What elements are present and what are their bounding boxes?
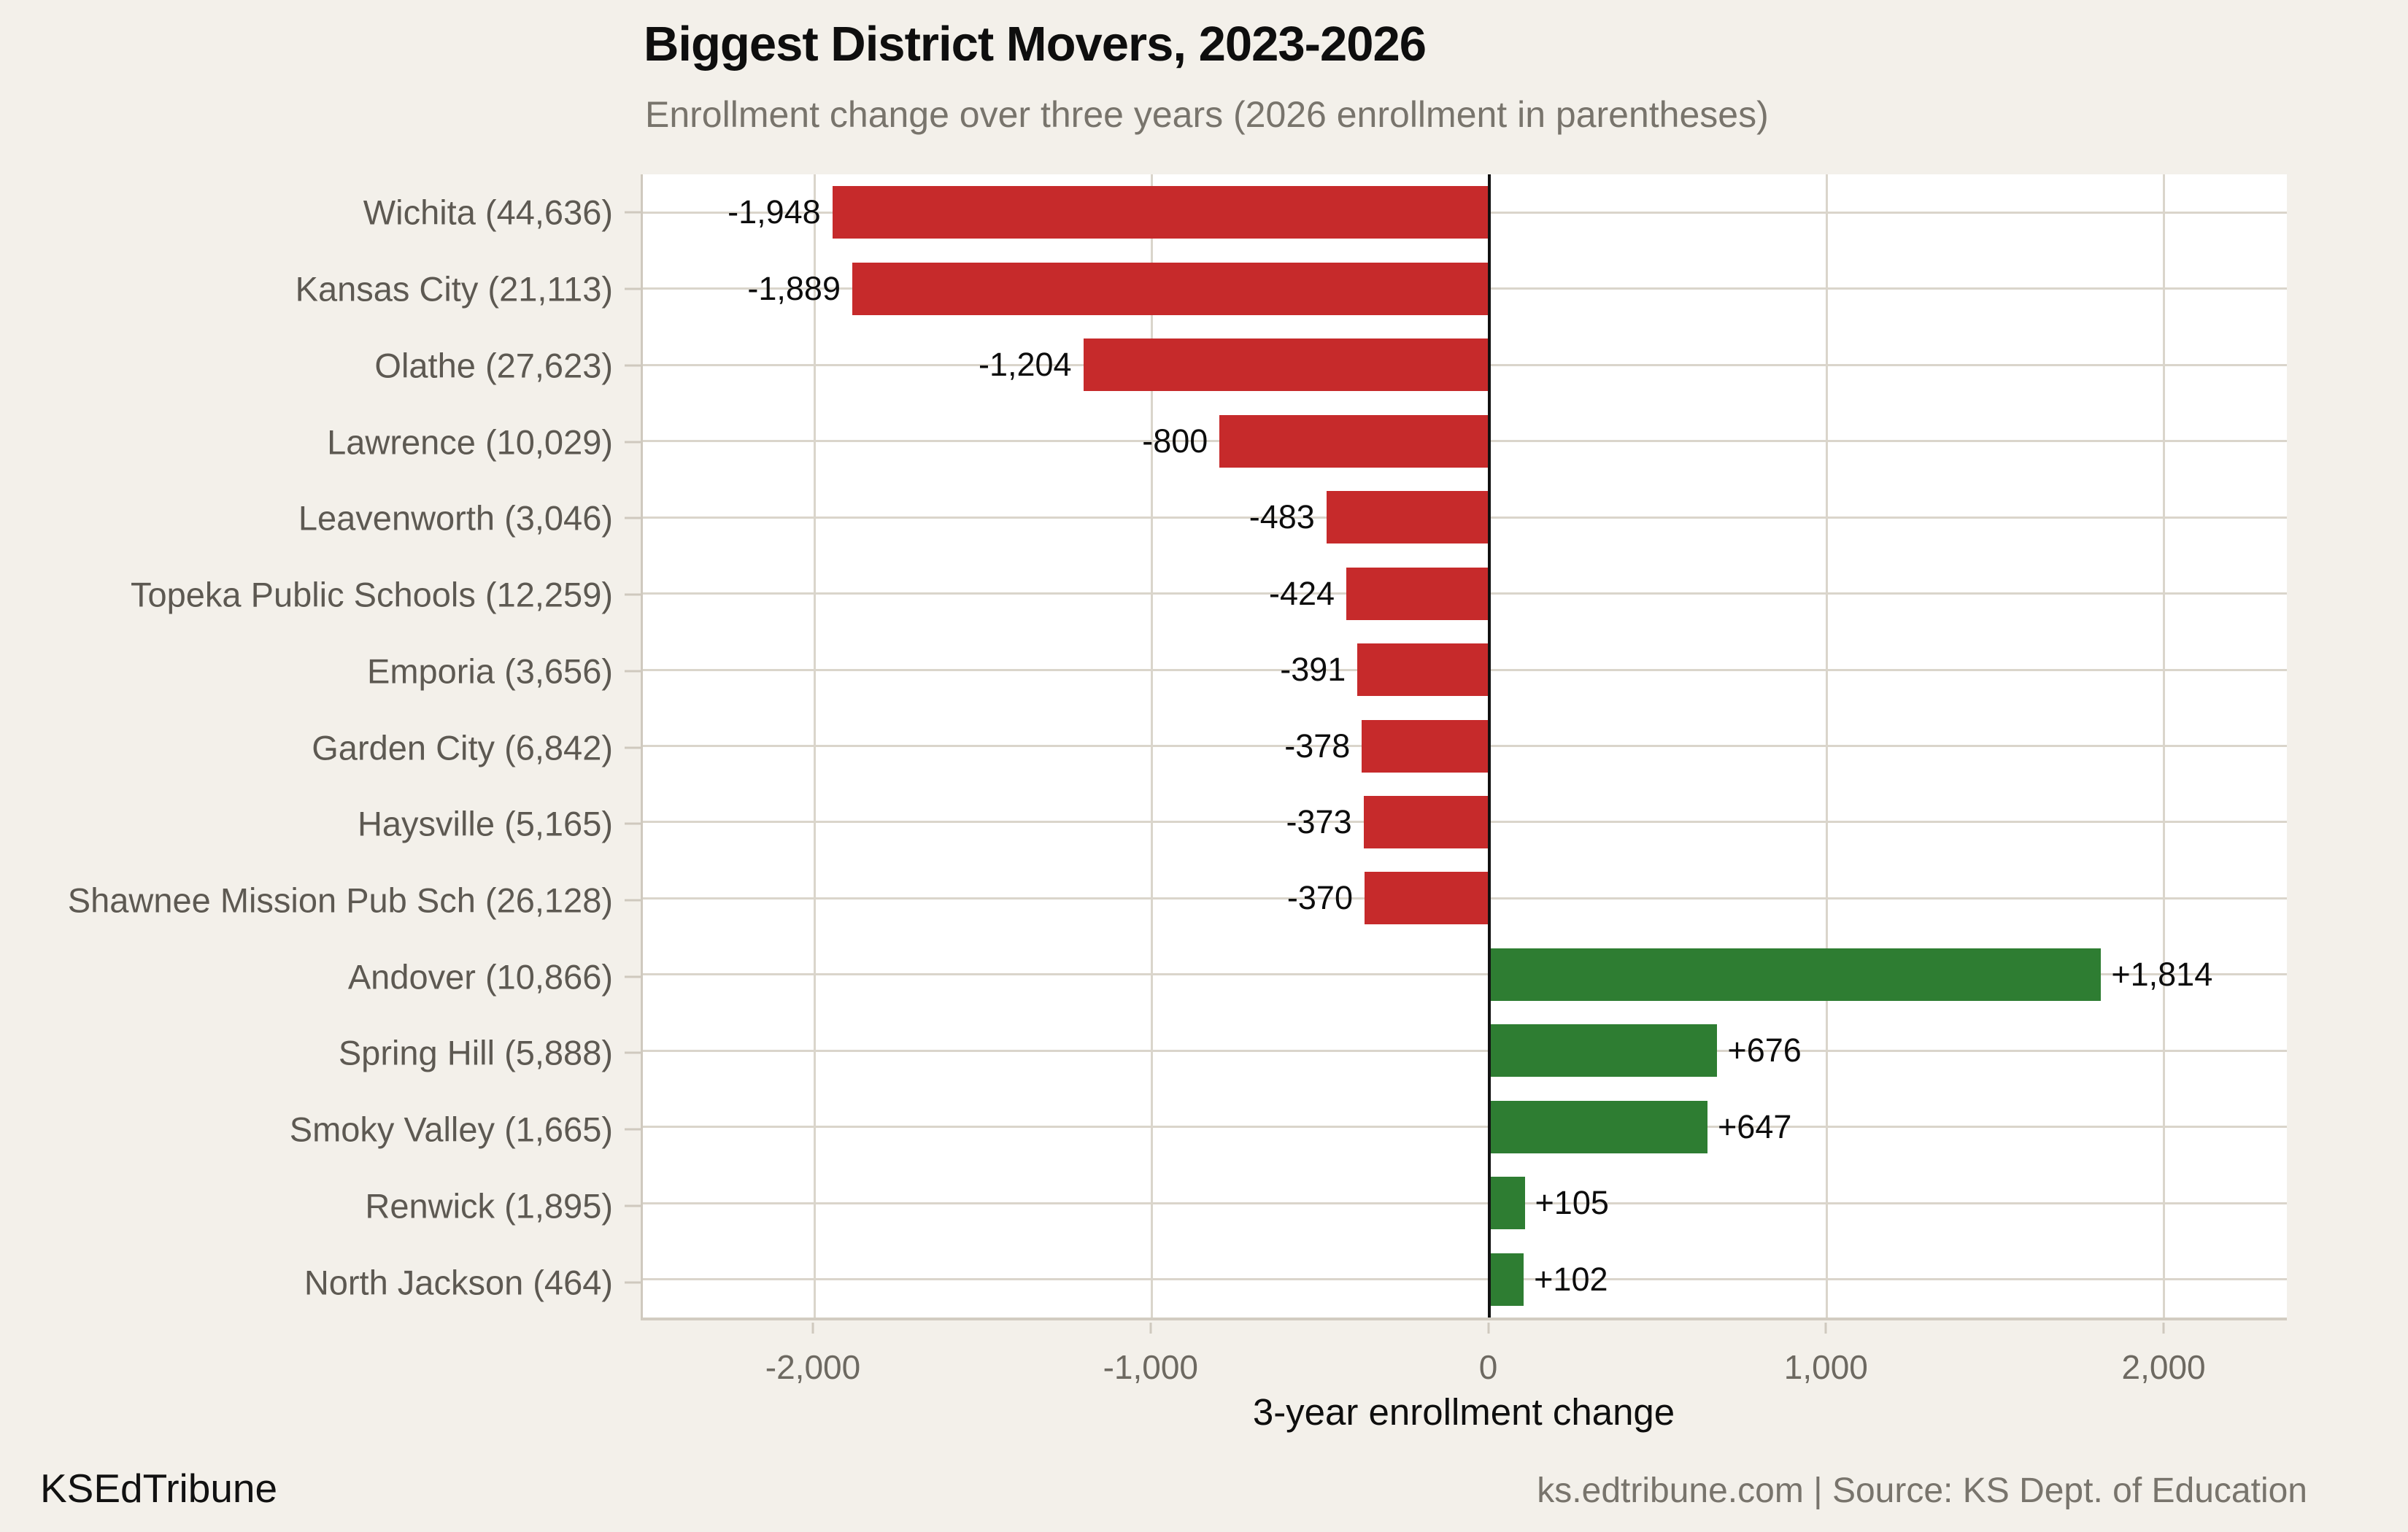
- bar-negative: [1357, 643, 1489, 697]
- x-tick: [811, 1323, 814, 1334]
- y-axis-label: Lawrence (10,029): [327, 422, 613, 462]
- bar-value-label: +1,814: [2111, 955, 2213, 993]
- y-axis-label: Andover (10,866): [347, 957, 613, 997]
- y-tick: [625, 441, 641, 444]
- y-tick: [625, 670, 641, 673]
- y-axis-label: Leavenworth (3,046): [298, 498, 613, 538]
- bar-negative: [852, 262, 1489, 315]
- y-tick: [625, 899, 641, 902]
- y-tick: [625, 287, 641, 290]
- y-tick: [625, 1051, 641, 1054]
- x-tick-label: 1,000: [1783, 1348, 1868, 1386]
- y-tick: [625, 822, 641, 825]
- bar-positive: [1489, 1253, 1524, 1306]
- bar-negative: [832, 186, 1489, 239]
- zero-line: [1488, 174, 1491, 1318]
- gridline-horizontal: [643, 1049, 2287, 1052]
- y-tick: [625, 975, 641, 978]
- x-tick-label: -1,000: [1103, 1348, 1198, 1386]
- y-axis-label: Renwick (1,895): [365, 1186, 613, 1226]
- y-tick: [625, 1204, 641, 1207]
- x-tick: [2162, 1323, 2165, 1334]
- bar-negative: [1362, 719, 1489, 773]
- bar-value-label: -1,948: [728, 193, 821, 231]
- y-axis-labels: Wichita (44,636) Kansas City (21,113) Olat…: [0, 174, 641, 1320]
- bar-value-label: -424: [1268, 574, 1335, 612]
- bar-value-label: +647: [1718, 1107, 1792, 1145]
- bar-value-label: -1,889: [747, 269, 841, 307]
- y-tick: [625, 364, 641, 367]
- x-tick: [1824, 1323, 1827, 1334]
- x-axis: -2,000 -1,000 0 1,000 2,000: [641, 1323, 2287, 1439]
- x-tick: [1149, 1323, 1152, 1334]
- chart-title: Biggest District Movers, 2023-2026: [644, 17, 1427, 71]
- gridline-horizontal: [643, 1278, 2287, 1281]
- bar-value-label: -391: [1280, 651, 1346, 689]
- x-tick-label: -2,000: [765, 1348, 861, 1386]
- bar-negative: [1083, 338, 1489, 392]
- bar-value-label: -1,204: [978, 346, 1072, 384]
- y-axis-label: Spring Hill (5,888): [338, 1033, 613, 1072]
- bar-positive: [1489, 948, 2102, 1001]
- gridline-horizontal: [643, 1126, 2287, 1129]
- bar-value-label: -800: [1142, 422, 1208, 460]
- bar-negative: [1219, 414, 1489, 468]
- y-axis-label: North Jackson (464): [304, 1263, 613, 1302]
- chart-subtitle: Enrollment change over three years (2026…: [645, 94, 1769, 135]
- y-tick: [625, 593, 641, 596]
- bar-value-label: -370: [1286, 879, 1353, 917]
- y-axis-label: Kansas City (21,113): [295, 269, 613, 309]
- bar-value-label: -483: [1249, 498, 1315, 536]
- y-tick: [625, 1128, 641, 1131]
- y-axis-label: Garden City (6,842): [312, 728, 613, 767]
- bar-value-label: -378: [1284, 727, 1351, 765]
- bar-value-label: -373: [1286, 802, 1352, 840]
- bar-value-label: +105: [1535, 1184, 1609, 1222]
- footer-brand: KSEdTribune: [40, 1466, 278, 1511]
- bar-value-label: +676: [1727, 1032, 1802, 1069]
- y-axis-label: Wichita (44,636): [363, 193, 613, 232]
- x-tick-label: 2,000: [2121, 1348, 2206, 1386]
- footer-source: ks.edtribune.com | Source: KS Dept. of E…: [1537, 1471, 2307, 1510]
- bar-negative: [1365, 872, 1489, 925]
- bar-value-label: +102: [1534, 1260, 1608, 1298]
- bar-negative: [1363, 795, 1489, 848]
- y-axis-label: Olathe (27,623): [374, 346, 613, 385]
- y-tick: [625, 517, 641, 519]
- y-axis-label: Smoky Valley (1,665): [289, 1110, 613, 1149]
- bar-positive: [1489, 1177, 1525, 1230]
- bar-positive: [1489, 1100, 1707, 1153]
- y-axis-label: Topeka Public Schools (12,259): [130, 575, 613, 614]
- y-tick: [625, 1281, 641, 1284]
- y-axis-label: Haysville (5,165): [357, 804, 613, 843]
- x-tick-label: 0: [1478, 1348, 1498, 1386]
- bar-negative: [1326, 491, 1489, 544]
- x-tick: [1487, 1323, 1490, 1334]
- y-axis-label: Shawnee Mission Pub Sch (26,128): [67, 881, 613, 920]
- plot-panel: -1,948 -1,889 -1,204 -800 -483 -424 -391 -378 -3…: [641, 174, 2287, 1320]
- y-axis-label: Emporia (3,656): [367, 651, 613, 691]
- bar-negative: [1346, 567, 1489, 620]
- y-tick: [625, 211, 641, 214]
- gridline-horizontal: [643, 973, 2287, 976]
- y-tick: [625, 746, 641, 748]
- x-axis-title: 3-year enrollment change: [1252, 1391, 1675, 1433]
- gridline-horizontal: [643, 1202, 2287, 1204]
- bar-positive: [1489, 1024, 1718, 1078]
